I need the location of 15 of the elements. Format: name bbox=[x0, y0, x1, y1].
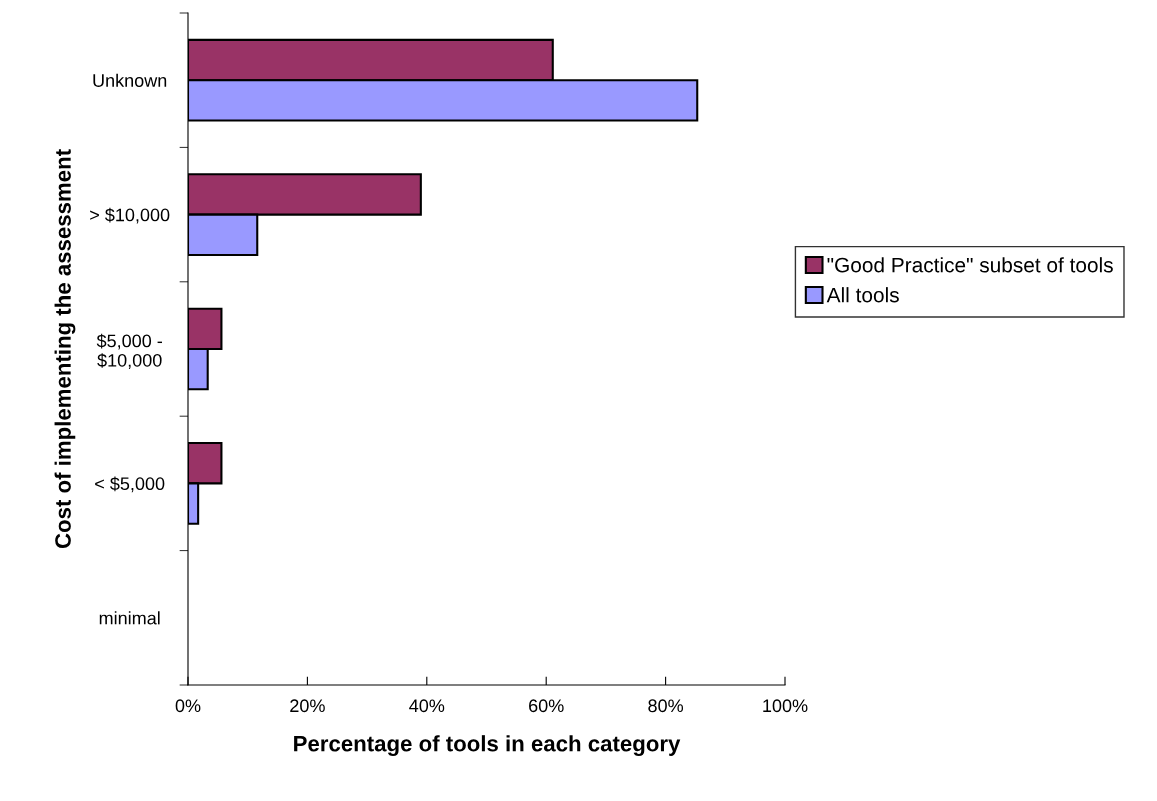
y-tick-label: < $5,000 bbox=[95, 476, 165, 493]
y-axis-title: Cost of implementing the assessment bbox=[54, 149, 76, 549]
legend-label: All tools bbox=[826, 287, 899, 303]
x-tick-label: 60% bbox=[529, 699, 564, 713]
y-tick-label: Unknown bbox=[93, 73, 167, 87]
legend-label: "Good Practice" subset of tools bbox=[827, 257, 1113, 273]
x-tick-label: 80% bbox=[648, 699, 684, 713]
y-tick-label: minimal bbox=[99, 611, 160, 625]
x-axis-title: Percentage of tools in each category bbox=[294, 735, 681, 756]
x-tick-label: 20% bbox=[290, 699, 325, 713]
y-tick-label: $5,000 - $10,000 bbox=[96, 333, 162, 369]
x-tick-label: 40% bbox=[409, 699, 445, 713]
x-tick-label: 100% bbox=[763, 699, 808, 713]
y-tick-label: > $10,000 bbox=[90, 207, 170, 224]
x-tick-label: 0% bbox=[175, 699, 201, 713]
